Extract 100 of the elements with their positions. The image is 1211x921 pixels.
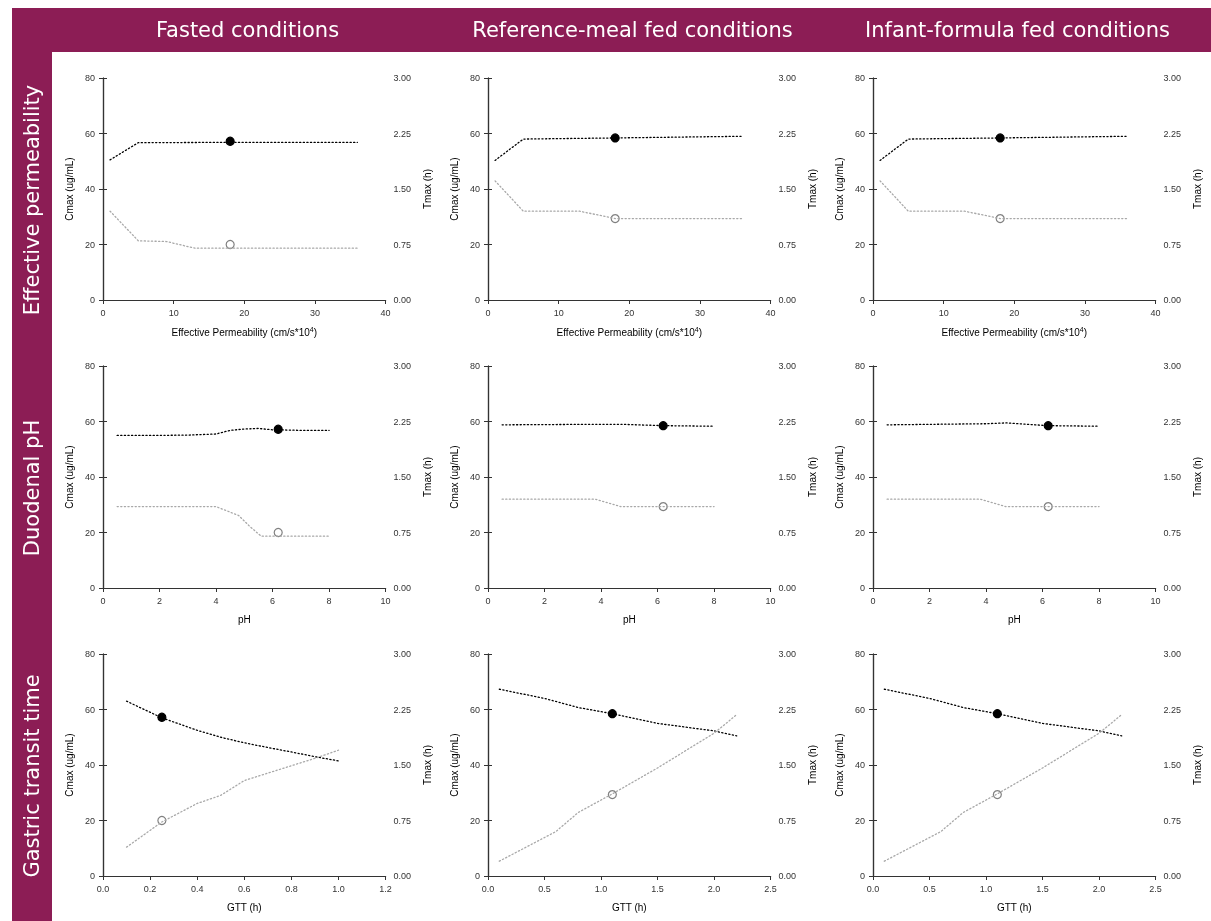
y-tick-label: 0 xyxy=(859,295,865,305)
y-tick-label: 60 xyxy=(84,704,95,715)
x-tick-label: 10 xyxy=(380,595,391,606)
y-tick-label: 80 xyxy=(854,649,865,659)
y2-tick-label: 3.00 xyxy=(393,649,412,659)
x-tick-label: 10 xyxy=(1150,595,1161,606)
y-tick-label: 40 xyxy=(469,184,480,194)
y2-tick-label: 1.50 xyxy=(1163,760,1182,770)
x-axis-title: GTT (h) xyxy=(996,901,1032,913)
line-series xyxy=(125,749,340,848)
x-tick-label: 0.5 xyxy=(923,883,936,894)
x-tick-label: 2.5 xyxy=(764,883,777,894)
y-tick-label: 40 xyxy=(854,760,865,770)
x-tick-label: 4 xyxy=(598,595,604,606)
y2-tick-label: 2.25 xyxy=(393,128,412,139)
x-tick-label: 2 xyxy=(927,595,933,606)
x-tick-label: 2.0 xyxy=(707,883,721,894)
y-tick-label: 20 xyxy=(84,239,95,250)
y-tick-label: 0 xyxy=(474,295,480,305)
y2-axis-title: Tmax (h) xyxy=(421,457,433,497)
y2-tick-label: 3.00 xyxy=(778,361,797,371)
y-tick-label: 80 xyxy=(469,73,480,83)
y-tick-label: 20 xyxy=(84,527,95,538)
y-tick-label: 60 xyxy=(469,128,480,139)
x-tick-label: 40 xyxy=(1150,307,1161,318)
y2-tick-label: 2.25 xyxy=(778,704,797,715)
x-tick-label: 1.0 xyxy=(979,883,993,894)
y-tick-label: 80 xyxy=(84,361,95,371)
y-tick-label: 40 xyxy=(854,184,865,194)
y-tick-label: 20 xyxy=(854,527,865,538)
x-axis-title: pH xyxy=(622,613,636,625)
y-tick-label: 40 xyxy=(84,760,95,770)
text: Duodenal pH xyxy=(20,419,44,557)
x-tick-label: 40 xyxy=(380,307,391,318)
y-tick-label: 60 xyxy=(84,128,95,139)
y-tick-label: 80 xyxy=(854,361,865,371)
y2-tick-label: 3.00 xyxy=(1163,649,1182,659)
y2-axis-title: Tmax (h) xyxy=(1191,457,1203,497)
y2-tick-label: 0.00 xyxy=(778,295,797,305)
x-tick-label: 0 xyxy=(100,307,106,318)
x-tick-label: 4 xyxy=(983,595,989,606)
x-tick-label: 6 xyxy=(655,595,661,606)
y2-tick-label: 3.00 xyxy=(778,73,797,83)
x-axis-title: pH xyxy=(1007,613,1021,625)
line-series xyxy=(116,505,330,537)
y2-tick-label: 0.00 xyxy=(1163,295,1182,305)
y-tick-label: 40 xyxy=(84,472,95,482)
x-tick-label: 10 xyxy=(938,307,949,318)
x-tick-label: 30 xyxy=(309,307,320,318)
line-series xyxy=(879,135,1128,162)
y-tick-label: 60 xyxy=(84,416,95,427)
y2-axis-title: Tmax (h) xyxy=(1191,169,1203,209)
x-tick-label: 6 xyxy=(270,595,276,606)
y2-tick-label: 2.25 xyxy=(1163,704,1182,715)
line-series xyxy=(494,135,743,162)
x-tick-label: 2 xyxy=(157,595,163,606)
y2-tick-label: 2.25 xyxy=(778,416,797,427)
y2-tick-label: 0.75 xyxy=(393,527,412,538)
line-series xyxy=(125,700,340,762)
y-tick-label: 40 xyxy=(84,184,95,194)
y-axis-title: Cmax (ug/mL) xyxy=(833,733,845,797)
y2-tick-label: 0.00 xyxy=(1163,583,1182,593)
line-series xyxy=(883,714,1123,862)
y2-tick-label: 1.50 xyxy=(393,472,412,482)
y2-tick-label: 1.50 xyxy=(778,184,797,194)
x-tick-label: 20 xyxy=(624,307,635,318)
y2-tick-label: 0.75 xyxy=(778,239,797,250)
x-tick-label: 30 xyxy=(694,307,705,318)
x-tick-label: 10 xyxy=(553,307,564,318)
y2-tick-label: 0.75 xyxy=(393,815,412,826)
y-axis-title: Cmax (ug/mL) xyxy=(448,445,460,509)
x-tick-label: 0.8 xyxy=(285,883,298,894)
x-tick-label: 10 xyxy=(168,307,179,318)
y2-tick-label: 3.00 xyxy=(393,73,412,83)
y2-tick-label: 3.00 xyxy=(393,361,412,371)
y2-tick-label: 0.75 xyxy=(778,527,797,538)
y2-tick-label: 1.50 xyxy=(1163,472,1182,482)
y-tick-label: 60 xyxy=(854,416,865,427)
chart-title: Infant-formula fed conditions xyxy=(864,17,1171,44)
y-tick-label: 40 xyxy=(854,472,865,482)
y2-tick-label: 0.00 xyxy=(1163,871,1182,881)
line-series xyxy=(109,210,358,249)
y-tick-label: 0 xyxy=(859,871,865,881)
y2-tick-label: 0.00 xyxy=(393,871,412,881)
y-tick-label: 80 xyxy=(854,73,865,83)
y-tick-label: 40 xyxy=(469,472,480,482)
y-tick-label: 0 xyxy=(859,583,865,593)
y-tick-label: 20 xyxy=(84,815,95,826)
y2-tick-label: 2.25 xyxy=(1163,416,1182,427)
y2-tick-label: 1.50 xyxy=(393,184,412,194)
x-tick-label: 0 xyxy=(485,307,491,318)
x-axis-title: GTT (h) xyxy=(226,901,262,913)
y-tick-label: 20 xyxy=(854,239,865,250)
y2-tick-label: 0.00 xyxy=(393,583,412,593)
x-tick-label: 0.4 xyxy=(190,883,204,894)
x-axis-title: GTT (h) xyxy=(611,901,647,913)
y2-tick-label: 0.00 xyxy=(778,871,797,881)
y-tick-label: 0 xyxy=(89,583,95,593)
y-tick-label: 80 xyxy=(84,73,95,83)
y2-axis-title: Tmax (h) xyxy=(421,745,433,785)
